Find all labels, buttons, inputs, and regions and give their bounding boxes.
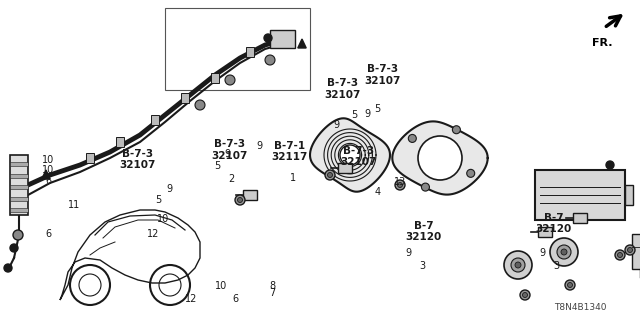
Circle shape [264, 34, 272, 42]
Circle shape [13, 230, 23, 240]
Bar [165, 8, 310, 90]
Circle shape [225, 75, 235, 85]
Bar [10, 185, 28, 189]
Text: T8N4B1340: T8N4B1340 [554, 303, 606, 312]
Text: B-7-1
32117: B-7-1 32117 [271, 141, 307, 163]
Circle shape [237, 197, 243, 203]
Text: 9: 9 [256, 140, 262, 151]
Text: 4: 4 [374, 187, 381, 197]
Circle shape [395, 180, 405, 190]
Circle shape [627, 247, 632, 252]
Bar [535, 170, 625, 220]
Text: B-7-3
32107: B-7-3 32107 [365, 64, 401, 86]
Text: 10: 10 [214, 281, 227, 292]
Text: B-7-3
32107: B-7-3 32107 [120, 149, 156, 171]
Text: B-7
32120: B-7 32120 [406, 221, 442, 243]
Bar [10, 196, 28, 201]
Text: 12: 12 [184, 294, 197, 304]
Bar [632, 234, 640, 269]
Bar [338, 163, 352, 173]
Text: 10: 10 [42, 164, 54, 175]
Bar [211, 73, 219, 83]
Circle shape [397, 182, 403, 188]
Text: 10: 10 [157, 214, 170, 224]
Circle shape [195, 100, 205, 110]
Text: 3: 3 [554, 260, 560, 271]
Text: 13: 13 [394, 177, 406, 188]
Text: 6: 6 [45, 176, 51, 186]
Text: B-7-3
32107: B-7-3 32107 [340, 146, 376, 167]
Circle shape [504, 251, 532, 279]
Text: 5: 5 [351, 110, 357, 120]
Bar [625, 185, 633, 205]
Bar [243, 190, 257, 200]
Text: 9: 9 [224, 148, 230, 159]
Text: 8: 8 [269, 281, 275, 292]
Circle shape [522, 292, 527, 298]
Bar [151, 115, 159, 125]
Circle shape [408, 134, 416, 142]
Circle shape [520, 290, 530, 300]
Circle shape [618, 252, 623, 258]
Text: 6: 6 [232, 294, 239, 304]
Bar [573, 213, 587, 223]
Bar [538, 227, 552, 237]
Text: 12: 12 [147, 228, 160, 239]
Text: 6: 6 [45, 228, 51, 239]
Bar [86, 153, 94, 163]
Text: 5: 5 [156, 195, 162, 205]
Polygon shape [298, 39, 306, 48]
Text: 9: 9 [166, 184, 173, 195]
Circle shape [452, 126, 460, 134]
Text: 9: 9 [540, 248, 546, 258]
Text: 2: 2 [228, 174, 235, 184]
Circle shape [4, 264, 12, 272]
Circle shape [606, 161, 614, 169]
Bar [116, 137, 124, 147]
Circle shape [328, 172, 333, 178]
Circle shape [325, 170, 335, 180]
Circle shape [235, 195, 245, 205]
Polygon shape [310, 118, 390, 192]
Circle shape [615, 250, 625, 260]
Text: 7: 7 [269, 288, 275, 298]
Circle shape [467, 169, 475, 177]
Text: 9: 9 [405, 248, 412, 258]
Circle shape [515, 262, 521, 268]
Circle shape [557, 245, 571, 259]
Circle shape [340, 145, 360, 165]
Text: 10: 10 [42, 155, 54, 165]
Circle shape [625, 245, 635, 255]
Bar [10, 155, 28, 215]
Text: 1: 1 [290, 172, 296, 183]
Text: 9: 9 [364, 108, 371, 119]
Circle shape [511, 258, 525, 272]
Bar [10, 208, 28, 212]
Text: 3: 3 [419, 260, 426, 271]
Circle shape [561, 249, 567, 255]
Bar [246, 47, 254, 57]
Circle shape [565, 280, 575, 290]
Text: 9: 9 [333, 120, 340, 130]
Text: 11: 11 [67, 200, 80, 210]
Bar [270, 30, 295, 48]
Polygon shape [392, 121, 488, 195]
Circle shape [10, 244, 18, 252]
Text: B-7-3
32107: B-7-3 32107 [324, 78, 360, 100]
Bar [10, 173, 28, 178]
Bar [181, 93, 189, 103]
Text: FR.: FR. [592, 38, 612, 48]
Polygon shape [42, 170, 50, 179]
Circle shape [568, 283, 573, 287]
Circle shape [418, 136, 462, 180]
Text: B-7
32120: B-7 32120 [536, 213, 572, 235]
Text: 5: 5 [214, 161, 221, 172]
Circle shape [265, 55, 275, 65]
Bar [10, 162, 28, 166]
Text: B-7-3
32107: B-7-3 32107 [211, 139, 247, 161]
Circle shape [421, 183, 429, 191]
Text: 5: 5 [374, 104, 381, 114]
Circle shape [550, 238, 578, 266]
